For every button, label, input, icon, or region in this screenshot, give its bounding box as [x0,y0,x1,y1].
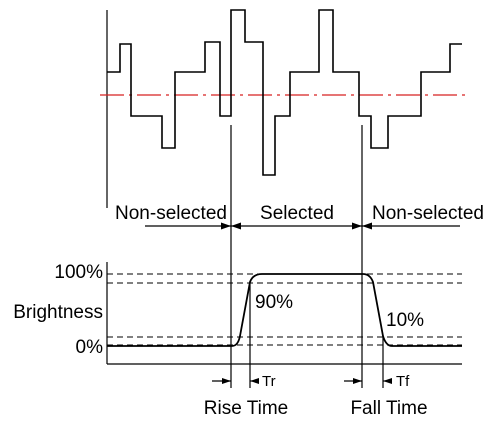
selected-arrow-right [352,222,362,230]
non-selected-right-label: Non-selected [372,203,484,224]
fall-time-label: Fall Time [350,398,427,419]
label-90-percent: 90% [255,292,293,313]
non-selected-left-arrow [221,222,231,230]
tf-arrow-in-right [383,378,392,384]
non-selected-left-label: Non-selected [115,203,227,224]
tf-label: Tf [396,373,410,390]
rise-time-label: Rise Time [204,398,288,419]
label-0-percent: 0% [76,337,104,358]
label-100-percent: 100% [54,262,103,283]
label-10-percent: 10% [386,310,424,331]
tr-arrow-in-right [250,378,259,384]
selected-label: Selected [260,203,334,224]
tr-label: Tr [262,373,276,390]
brightness-label: Brightness [13,302,103,323]
drive-waveform [107,9,462,176]
non-selected-right-arrow [362,222,372,230]
brightness-curve [107,273,462,347]
tr-arrow-in-left [222,378,231,384]
selected-arrow-left [231,222,241,230]
tf-arrow-in-left [353,378,362,384]
